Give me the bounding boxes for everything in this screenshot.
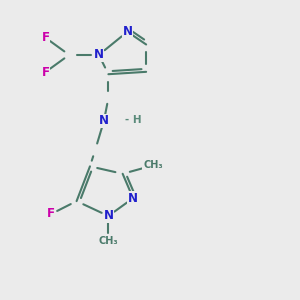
Text: N: N <box>103 209 113 223</box>
Text: CH₃: CH₃ <box>99 236 118 246</box>
Text: N: N <box>122 25 132 38</box>
Text: F: F <box>41 31 50 44</box>
Text: N: N <box>128 192 138 205</box>
Text: N: N <box>94 48 104 62</box>
Text: N: N <box>99 114 109 128</box>
Text: - H: - H <box>125 115 141 125</box>
Text: F: F <box>41 66 50 79</box>
Text: CH₃: CH₃ <box>143 160 163 170</box>
Text: F: F <box>47 207 55 220</box>
